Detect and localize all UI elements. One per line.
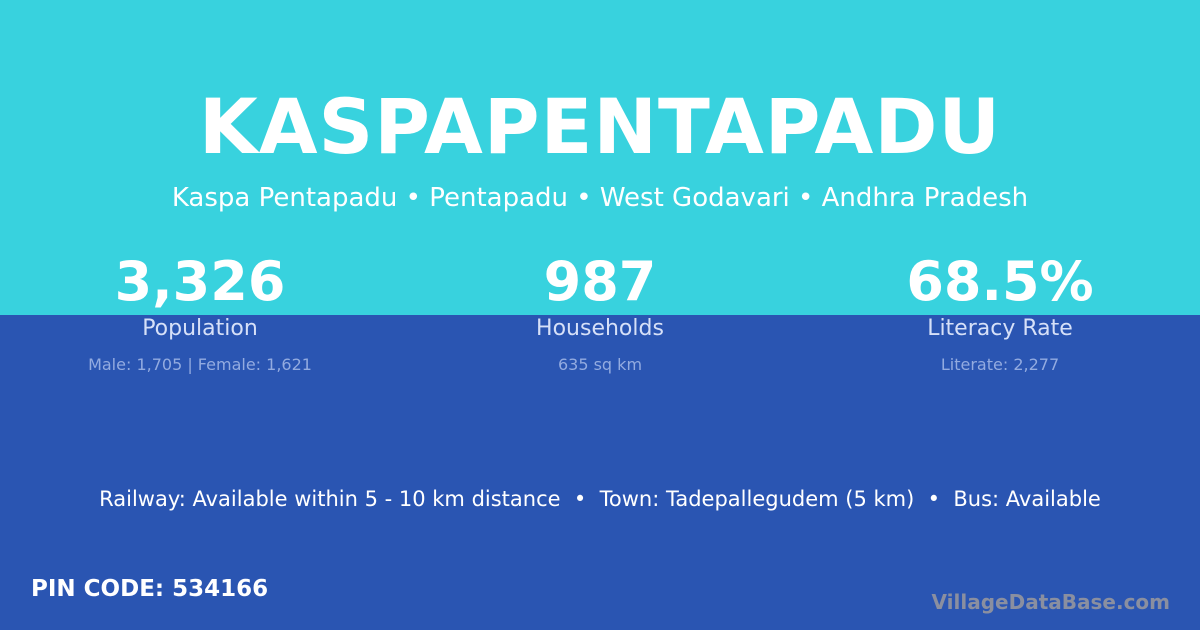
stat-detail: 635 sq km	[557, 355, 643, 374]
stat-label: Literacy Rate	[927, 316, 1073, 341]
stat-detail: Male: 1,705 | Female: 1,621	[88, 355, 312, 374]
brand-watermark: VillageDataBase.com	[931, 590, 1170, 614]
header-band	[0, 0, 1200, 315]
stat-label: Households	[536, 316, 664, 341]
stat-detail: Literate: 2,277	[940, 355, 1060, 374]
connectivity-facts: Railway: Available within 5 - 10 km dist…	[99, 487, 1101, 511]
stat-value: 68.5%	[906, 250, 1094, 313]
village-title: KASPAPENTAPADU	[198, 82, 1002, 171]
stat-value: 987	[543, 250, 657, 313]
body-band	[0, 315, 1200, 630]
pin-code: PIN CODE: 534166	[31, 576, 269, 602]
location-breadcrumb: Kaspa Pentapadu • Pentapadu • West Godav…	[171, 183, 1029, 213]
stat-value: 3,326	[114, 250, 286, 313]
stat-label: Population	[142, 316, 258, 341]
